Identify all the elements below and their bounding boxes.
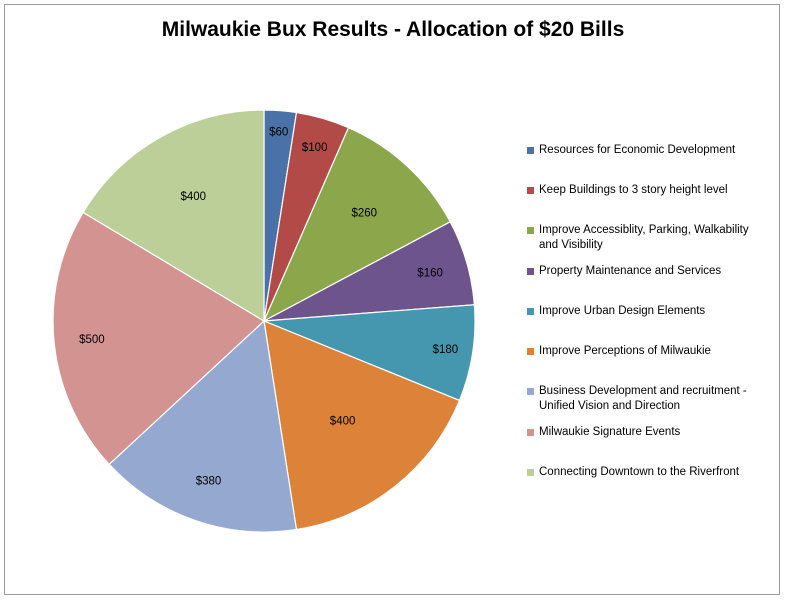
legend-swatch <box>527 469 534 476</box>
legend-label: Improve Perceptions of Milwaukie <box>539 345 711 357</box>
slice-value-label: $400 <box>181 191 207 203</box>
legend-swatch <box>527 268 534 275</box>
legend-label: Milwaukie Signature Events <box>539 426 681 438</box>
legend-item-economic-development: Resources for Economic Development <box>527 143 767 158</box>
slice-value-label: $180 <box>433 344 459 356</box>
pie-slice <box>263 320 461 531</box>
legend-label: Connecting Downtown to the Riverfront <box>539 466 740 478</box>
slice-value-label: $100 <box>302 142 328 154</box>
legend-swatch <box>527 187 534 194</box>
slice-value-label: $260 <box>352 208 378 220</box>
legend-item-business-development: Business Development and recruitment - U… <box>527 384 767 414</box>
slice-value-label: $400 <box>330 415 356 427</box>
slice-value-label: $380 <box>196 475 222 487</box>
legend-label: Business Development and recruitment - U… <box>539 385 747 412</box>
pie-slice <box>82 109 265 323</box>
legend-item-property-maintenance: Property Maintenance and Services <box>527 264 767 279</box>
legend-item-riverfront: Connecting Downtown to the Riverfront <box>527 465 767 480</box>
legend-label: Property Maintenance and Services <box>539 265 722 277</box>
pie-slice <box>52 211 265 466</box>
legend-item-urban-design: Improve Urban Design Elements <box>527 304 767 319</box>
legend-item-building-height: Keep Buildings to 3 story height level <box>527 183 767 198</box>
pie-slice <box>263 304 476 402</box>
chart-title: Milwaukie Bux Results - Allocation of $2… <box>161 18 625 41</box>
legend-swatch <box>527 147 534 154</box>
legend-item-accessibility: Improve Accessiblity, Parking, Walkabili… <box>527 223 767 253</box>
pie-slice <box>262 126 452 323</box>
legend-swatch <box>527 348 534 355</box>
slice-value-label: $60 <box>269 127 288 139</box>
legend-swatch <box>527 308 534 315</box>
slice-value-label: $500 <box>79 334 105 346</box>
pie-slice <box>108 319 298 533</box>
legend-swatch <box>527 388 534 395</box>
legend-item-perceptions: Improve Perceptions of Milwaukie <box>527 344 767 359</box>
legend-label: Improve Accessiblity, Parking, Walkabili… <box>539 224 749 251</box>
legend-label: Improve Urban Design Elements <box>539 305 706 317</box>
legend-swatch <box>527 227 534 234</box>
legend-label: Resources for Economic Development <box>539 144 736 156</box>
slice-value-label: $160 <box>417 268 443 280</box>
legend-label: Keep Buildings to 3 story height level <box>539 184 728 196</box>
legend-item-signature-events: Milwaukie Signature Events <box>527 425 767 440</box>
legend-swatch <box>527 429 534 436</box>
